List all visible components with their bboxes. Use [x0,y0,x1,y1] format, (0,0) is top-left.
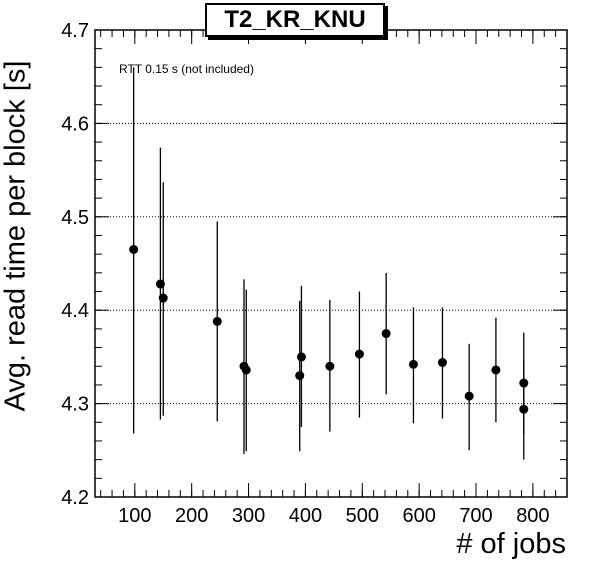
y-tick-label: 4.7 [61,20,89,42]
y-tick-label: 4.2 [61,487,89,509]
x-tick-label: 500 [346,505,379,527]
data-point [212,316,222,326]
x-tick-label: 100 [118,505,151,527]
plot-frame [94,29,568,498]
axis-ticks [95,29,568,498]
y-tick-label: 4.5 [61,207,89,229]
x-tick-label: 800 [516,505,549,527]
x-tick-label: 400 [289,505,322,527]
data-point [295,371,305,381]
x-tick-label: 200 [175,505,208,527]
data-point [158,293,168,303]
x-tick-label: 300 [232,505,265,527]
data-point [381,329,391,339]
data-point [491,365,501,375]
data-point [354,349,364,359]
chart-title: T2_KR_KNU [205,3,385,37]
x-tick-label: 600 [402,505,435,527]
data-point [408,359,418,369]
data-point [464,391,474,401]
y-tick-label: 4.4 [61,300,89,322]
error-bars [133,67,525,460]
y-tick-label: 4.6 [61,113,89,135]
data-point [155,279,165,289]
y-axis-label: Avg. read time per block [s] [0,60,32,412]
chart-annotation: RTT 0.15 s (not included) [119,62,254,76]
data-point [519,378,529,388]
data-points [129,244,529,414]
tick-labels: 4.2 4.3 4.4 4.5 4.6 4.7 100 200 300 400 500 600 700 8… [61,20,549,527]
data-point [129,244,139,254]
data-point [437,358,447,368]
data-point [519,404,529,414]
x-tick-label: 700 [459,505,492,527]
data-point [325,361,335,371]
data-point [296,352,306,362]
x-axis-label: # of jobs [456,528,566,560]
y-tick-label: 4.3 [61,394,89,416]
data-point [241,365,251,375]
grid-lines [95,122,567,405]
